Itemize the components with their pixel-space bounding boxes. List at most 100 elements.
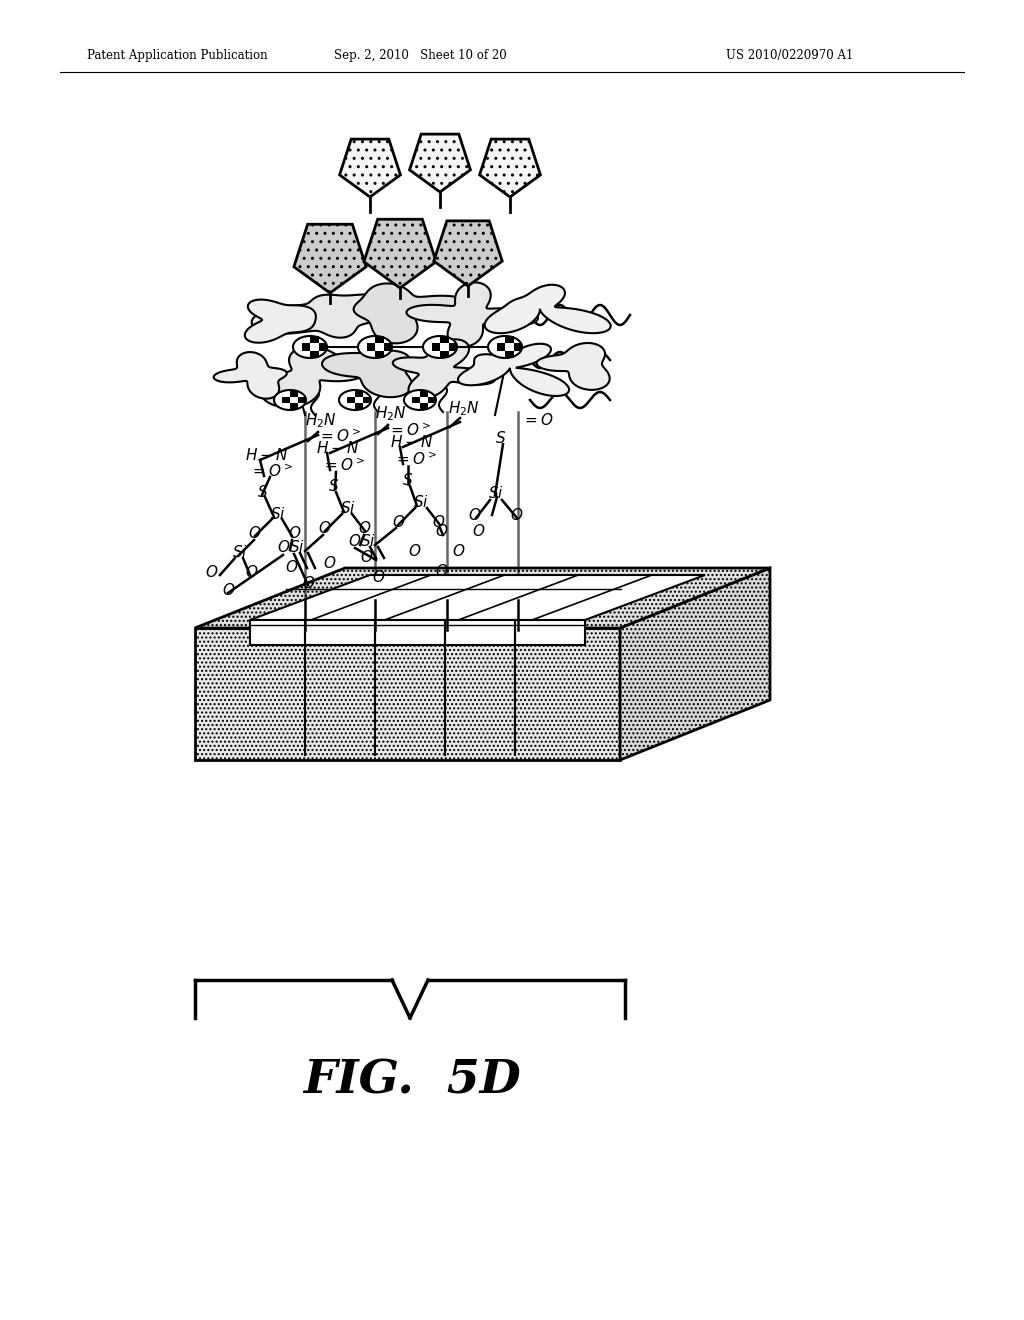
Text: $O$: $O$ bbox=[510, 507, 523, 523]
Bar bbox=[310, 337, 318, 343]
Bar bbox=[431, 343, 440, 351]
Text: $O$: $O$ bbox=[472, 523, 485, 539]
Polygon shape bbox=[620, 568, 770, 760]
Text: $O$: $O$ bbox=[248, 525, 261, 541]
Text: $=O^>$: $=O^>$ bbox=[388, 421, 432, 440]
Polygon shape bbox=[340, 139, 400, 197]
Text: $O$: $O$ bbox=[323, 554, 337, 572]
Bar bbox=[375, 351, 384, 358]
Bar bbox=[347, 397, 355, 404]
Bar bbox=[420, 389, 428, 397]
Polygon shape bbox=[410, 135, 470, 191]
Polygon shape bbox=[488, 337, 522, 358]
Text: $O$: $O$ bbox=[435, 564, 449, 579]
Bar bbox=[505, 337, 513, 343]
Text: $O$: $O$ bbox=[285, 558, 298, 576]
Text: $=O^>$: $=O^>$ bbox=[318, 428, 361, 445]
Text: Sep. 2, 2010   Sheet 10 of 20: Sep. 2, 2010 Sheet 10 of 20 bbox=[334, 49, 507, 62]
Polygon shape bbox=[364, 219, 436, 288]
Bar bbox=[355, 404, 362, 411]
Polygon shape bbox=[250, 620, 585, 645]
Bar bbox=[298, 397, 306, 404]
Text: $O$: $O$ bbox=[452, 543, 465, 558]
Polygon shape bbox=[458, 343, 569, 396]
Bar bbox=[440, 351, 449, 358]
Text: FIG.  5D: FIG. 5D bbox=[303, 1057, 521, 1104]
Polygon shape bbox=[484, 285, 610, 333]
Polygon shape bbox=[260, 346, 367, 408]
Bar bbox=[355, 389, 362, 397]
Polygon shape bbox=[252, 294, 402, 338]
Text: $O$: $O$ bbox=[222, 582, 236, 598]
Text: $O$: $O$ bbox=[435, 523, 449, 539]
Text: US 2010/0220970 A1: US 2010/0220970 A1 bbox=[726, 49, 854, 62]
Bar bbox=[440, 337, 449, 343]
Polygon shape bbox=[245, 300, 315, 343]
Text: $Si$: $Si$ bbox=[232, 544, 248, 560]
Polygon shape bbox=[274, 389, 306, 411]
Bar bbox=[301, 343, 310, 351]
Bar bbox=[282, 397, 290, 404]
Text: $OSi$: $OSi$ bbox=[278, 539, 305, 554]
Bar bbox=[505, 351, 513, 358]
Polygon shape bbox=[294, 224, 367, 293]
Polygon shape bbox=[537, 343, 609, 389]
Text: $O$: $O$ bbox=[468, 507, 481, 523]
Bar bbox=[290, 389, 298, 397]
Bar bbox=[362, 397, 371, 404]
Text: $H_2N$: $H_2N$ bbox=[375, 404, 407, 422]
Polygon shape bbox=[479, 139, 541, 197]
Polygon shape bbox=[195, 628, 620, 760]
Text: $O$: $O$ bbox=[318, 520, 332, 536]
Text: $O$: $O$ bbox=[392, 513, 406, 531]
Text: $O$: $O$ bbox=[360, 549, 374, 565]
Bar bbox=[290, 404, 298, 411]
Text: $Si$: $Si$ bbox=[270, 506, 286, 521]
Text: $S$: $S$ bbox=[402, 473, 414, 488]
Polygon shape bbox=[393, 339, 495, 399]
Text: $S$: $S$ bbox=[328, 478, 339, 494]
Text: $H-N$: $H-N$ bbox=[390, 434, 433, 450]
Bar bbox=[384, 343, 392, 351]
Polygon shape bbox=[323, 351, 412, 397]
Polygon shape bbox=[250, 576, 705, 620]
Text: $O$: $O$ bbox=[245, 564, 258, 579]
Text: $=O$: $=O$ bbox=[522, 412, 554, 428]
Text: $H_2N$: $H_2N$ bbox=[449, 399, 479, 417]
Bar bbox=[428, 397, 436, 404]
Bar bbox=[513, 343, 522, 351]
Polygon shape bbox=[339, 389, 371, 411]
Polygon shape bbox=[353, 284, 471, 343]
Text: $Si$: $Si$ bbox=[340, 500, 355, 516]
Text: $O$: $O$ bbox=[432, 513, 445, 531]
Text: $O$: $O$ bbox=[358, 520, 372, 536]
Bar bbox=[449, 343, 457, 351]
Polygon shape bbox=[404, 389, 436, 411]
Text: $=O^>$: $=O^>$ bbox=[322, 457, 366, 474]
Polygon shape bbox=[214, 352, 287, 399]
Text: $OSi$: $OSi$ bbox=[348, 533, 376, 549]
Text: $=O^>$: $=O^>$ bbox=[250, 463, 294, 480]
Text: $H-N$: $H-N$ bbox=[245, 447, 288, 463]
Text: $O$: $O$ bbox=[408, 543, 422, 558]
Polygon shape bbox=[423, 337, 457, 358]
Bar bbox=[412, 397, 420, 404]
Bar bbox=[497, 343, 505, 351]
Polygon shape bbox=[358, 337, 392, 358]
Text: $=O^>$: $=O^>$ bbox=[394, 450, 437, 469]
Bar bbox=[375, 337, 384, 343]
Polygon shape bbox=[434, 220, 502, 286]
Bar bbox=[318, 343, 327, 351]
Text: Patent Application Publication: Patent Application Publication bbox=[87, 49, 267, 62]
Text: $S$: $S$ bbox=[495, 430, 506, 446]
Text: $H_2N$: $H_2N$ bbox=[305, 411, 337, 430]
Text: $H-N$: $H-N$ bbox=[316, 440, 359, 455]
Text: $O$: $O$ bbox=[288, 525, 301, 541]
Bar bbox=[310, 351, 318, 358]
Text: $Si$: $Si$ bbox=[413, 494, 429, 510]
Text: $O$: $O$ bbox=[372, 569, 385, 585]
Text: $O$: $O$ bbox=[205, 564, 218, 579]
Bar bbox=[420, 404, 428, 411]
Text: $O$: $O$ bbox=[302, 576, 315, 591]
Polygon shape bbox=[195, 568, 770, 628]
